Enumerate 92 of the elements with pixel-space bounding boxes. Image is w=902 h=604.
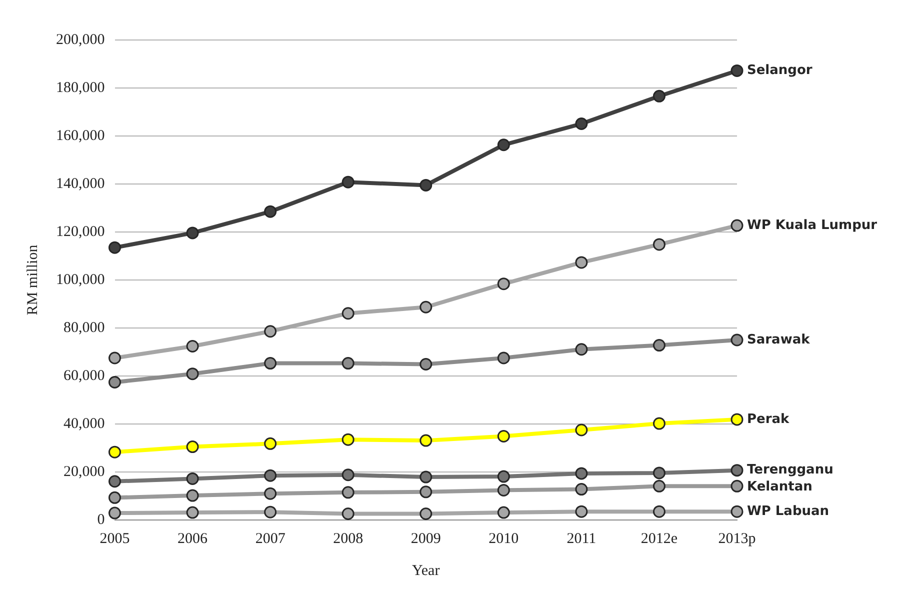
y-tick-label: 160,000 [56, 128, 105, 144]
point [264, 506, 277, 518]
point [108, 475, 121, 488]
point [652, 90, 666, 102]
y-tick-label: 80,000 [64, 320, 105, 336]
point [497, 470, 510, 483]
point [730, 464, 744, 477]
point [497, 430, 510, 442]
point [342, 508, 354, 520]
point [108, 446, 121, 458]
point [186, 368, 199, 380]
point [186, 226, 199, 240]
x-tick-label: 2006 [178, 530, 208, 547]
point [730, 413, 744, 426]
point [575, 505, 588, 518]
point [264, 357, 277, 370]
series-label: WP Labuan [747, 504, 830, 519]
point [186, 506, 199, 519]
y-tick-label: 60,000 [64, 368, 105, 384]
point [730, 64, 744, 77]
y-tick-label: 120,000 [56, 224, 105, 240]
y-tick-label: 20,000 [64, 464, 105, 480]
series-label: Selangor [747, 63, 813, 78]
x-tick-label: 2010 [488, 530, 519, 547]
y-tick-label: 100,000 [56, 272, 105, 288]
y-tick-label: 140,000 [56, 176, 105, 192]
series-label: WP Kuala Lumpur [747, 218, 878, 233]
point [108, 506, 121, 520]
x-tick-label: 2011 [566, 530, 596, 547]
series-label: Sarawak [747, 332, 810, 348]
point [652, 417, 666, 430]
x-tick-label: 2005 [100, 530, 130, 547]
point [652, 339, 666, 352]
point [575, 424, 588, 436]
point [108, 241, 121, 254]
x-axis-title: Year [412, 562, 440, 579]
point [420, 470, 432, 484]
x-tick-label: 2009 [410, 530, 441, 547]
point [108, 491, 121, 504]
point [730, 480, 744, 492]
point [420, 434, 432, 447]
x-tick-label: 2008 [333, 530, 364, 547]
point [186, 472, 199, 485]
point [108, 376, 121, 388]
point [575, 343, 588, 356]
point [575, 118, 588, 130]
point [497, 506, 510, 519]
point [264, 487, 277, 500]
series-label: Kelantan [747, 480, 812, 495]
point [186, 340, 199, 352]
series-label: Perak [747, 412, 790, 427]
point [497, 352, 510, 364]
point [497, 484, 510, 496]
y-axis-title: RM million [24, 244, 41, 316]
x-tick-label: 2007 [255, 530, 286, 547]
y-tick-label: 0 [97, 512, 105, 528]
point [420, 486, 432, 498]
point [575, 467, 588, 480]
point [420, 178, 432, 192]
x-tick-label: 2012e [640, 530, 678, 547]
series-label: Terengganu [747, 462, 834, 478]
point [342, 307, 354, 320]
point [575, 256, 588, 269]
x-tick-label: 2013p [718, 530, 756, 547]
point [575, 483, 588, 496]
point [730, 334, 744, 346]
y-tick-label: 180,000 [56, 80, 105, 96]
point [420, 508, 432, 520]
point [264, 469, 277, 482]
point [652, 466, 666, 480]
point [652, 238, 666, 251]
point [342, 357, 354, 370]
point [342, 176, 354, 188]
point [652, 505, 666, 518]
point [420, 358, 432, 370]
point [108, 352, 121, 364]
point [264, 205, 277, 218]
point [730, 505, 744, 518]
point [186, 489, 199, 502]
point [497, 138, 510, 152]
y-tick-label: 200,000 [56, 32, 105, 48]
point [497, 278, 510, 290]
point [186, 440, 199, 454]
point [420, 300, 432, 314]
y-tick-label: 40,000 [64, 416, 105, 432]
point [342, 486, 354, 499]
point [652, 480, 666, 492]
point [264, 325, 277, 338]
point [730, 219, 744, 232]
point [264, 437, 277, 450]
point [342, 433, 354, 446]
point [342, 468, 354, 482]
